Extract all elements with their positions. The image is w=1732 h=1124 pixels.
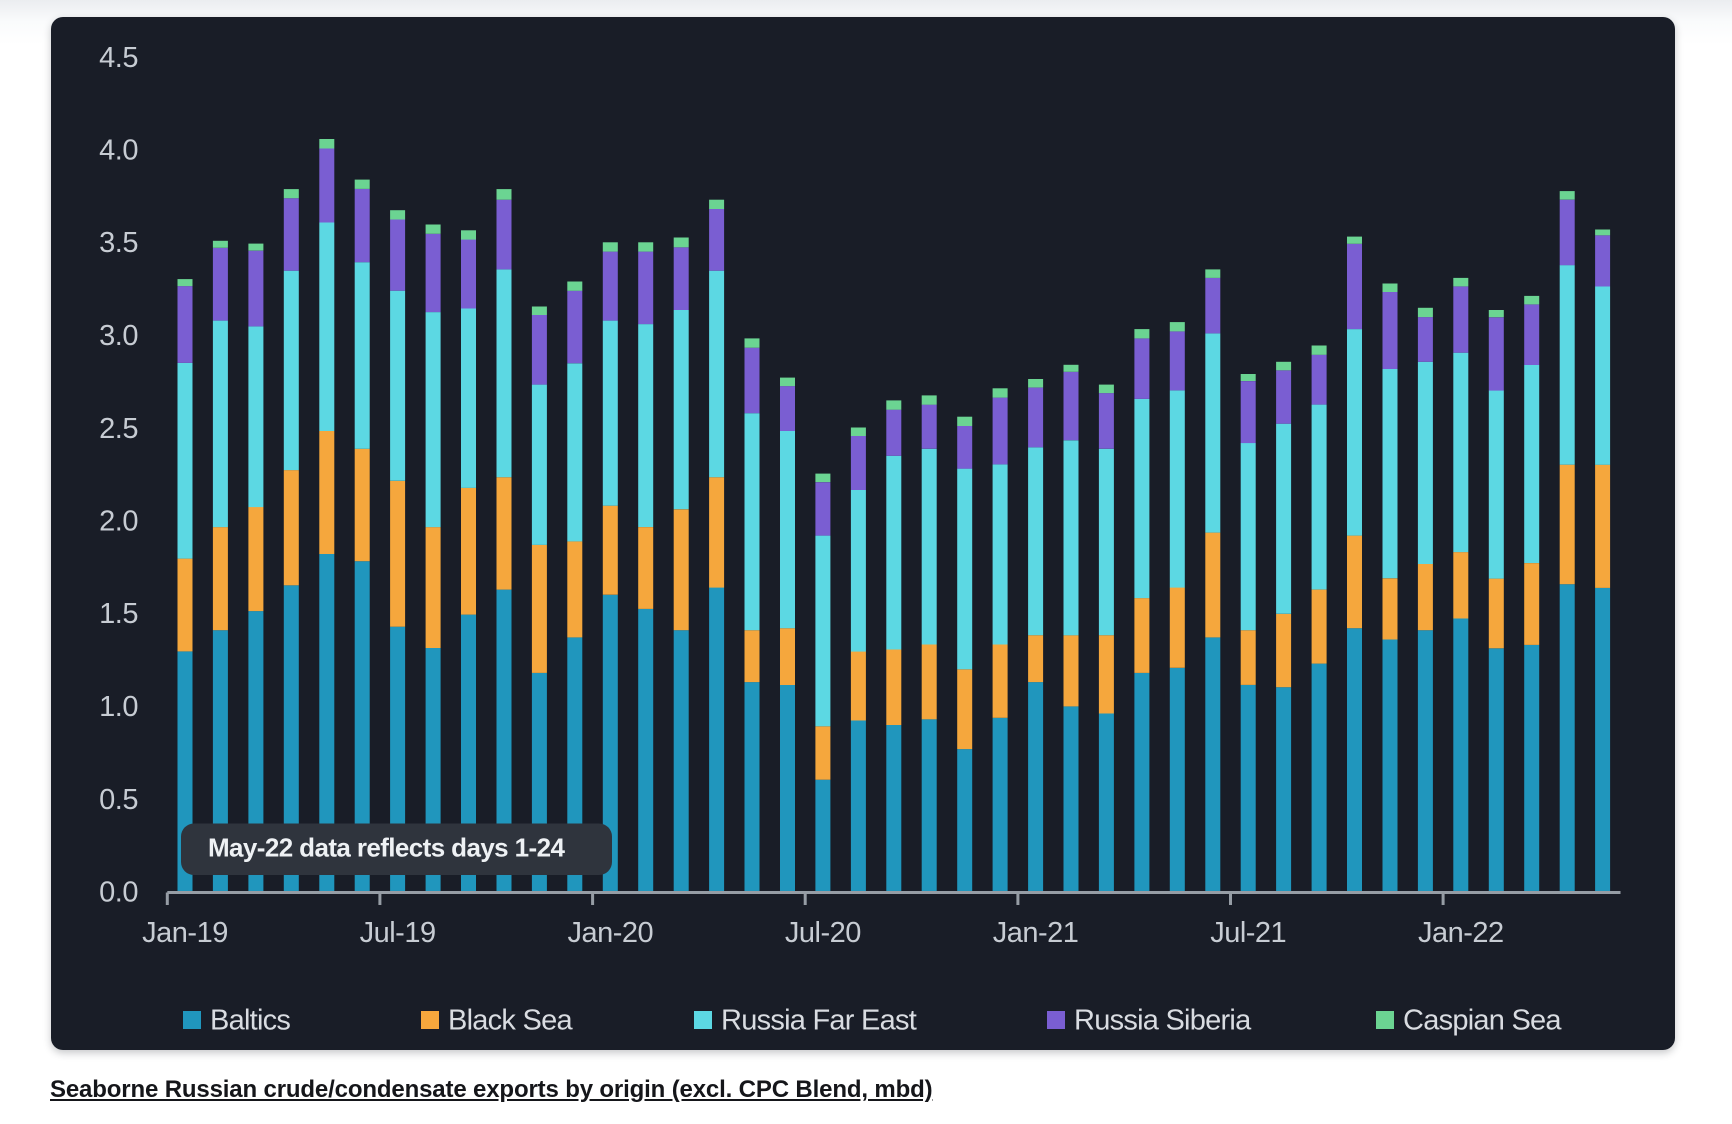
svg-text:4.5: 4.5 <box>99 42 138 74</box>
svg-text:3.5: 3.5 <box>99 227 138 259</box>
svg-text:Russia Far East: Russia Far East <box>721 1005 917 1037</box>
svg-text:Jan-21: Jan-21 <box>993 917 1079 949</box>
svg-text:Jul-19: Jul-19 <box>360 917 436 949</box>
svg-text:Black Sea: Black Sea <box>448 1005 573 1037</box>
svg-text:1.0: 1.0 <box>99 691 138 723</box>
svg-text:Russia Siberia: Russia Siberia <box>1074 1005 1252 1037</box>
svg-text:3.0: 3.0 <box>99 320 138 352</box>
svg-text:Jul-21: Jul-21 <box>1210 917 1286 949</box>
svg-text:1.5: 1.5 <box>99 598 138 630</box>
svg-text:2.5: 2.5 <box>99 413 138 445</box>
svg-text:Caspian Sea: Caspian Sea <box>1403 1005 1562 1037</box>
svg-text:Jan-20: Jan-20 <box>567 917 653 949</box>
svg-text:May-22 data reflects days 1-24: May-22 data reflects days 1-24 <box>208 833 565 863</box>
svg-text:Baltics: Baltics <box>210 1005 290 1037</box>
svg-text:2.0: 2.0 <box>99 506 138 538</box>
svg-text:0.5: 0.5 <box>99 784 138 816</box>
svg-text:Jul-20: Jul-20 <box>785 917 861 949</box>
svg-text:Jan-22: Jan-22 <box>1418 917 1504 949</box>
svg-text:Jan-19: Jan-19 <box>142 917 228 949</box>
svg-text:0.0: 0.0 <box>99 877 138 909</box>
svg-text:4.0: 4.0 <box>99 135 138 167</box>
